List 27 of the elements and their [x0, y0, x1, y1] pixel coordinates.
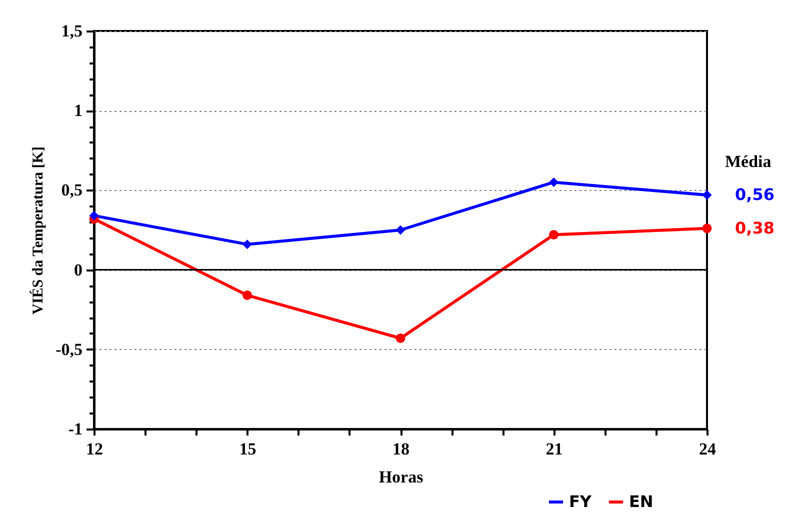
y-axis-title: VIÉS da Temperatura [K]	[30, 146, 47, 314]
point	[702, 190, 712, 200]
y-tick-label: 1,5	[61, 22, 82, 40]
point	[549, 177, 558, 187]
point	[242, 290, 252, 300]
y-tick-label: -1	[68, 420, 82, 438]
point	[396, 334, 406, 343]
point	[702, 224, 712, 234]
text: 0,56	[735, 184, 774, 204]
text: Média	[725, 152, 772, 171]
legend-label: FY	[569, 492, 592, 511]
legend-label: EN	[629, 492, 654, 511]
point	[549, 230, 558, 240]
point	[396, 225, 406, 235]
point	[89, 210, 99, 220]
x-tick-label: 21	[546, 440, 563, 458]
x-tick-label: 12	[86, 440, 103, 458]
y-tick-label: 1	[74, 101, 82, 120]
y-tick-label: 0	[74, 260, 82, 280]
y-tick-label: 0,5	[61, 180, 82, 200]
x-tick-label: 15	[239, 440, 256, 458]
y-tick-label: -0,5	[56, 340, 82, 359]
x-tick-label: 18	[392, 440, 410, 458]
text: 0,38	[735, 218, 774, 238]
point	[242, 240, 252, 250]
x-axis-title: Horas	[378, 468, 424, 486]
x-tick-label: 24	[699, 440, 716, 458]
